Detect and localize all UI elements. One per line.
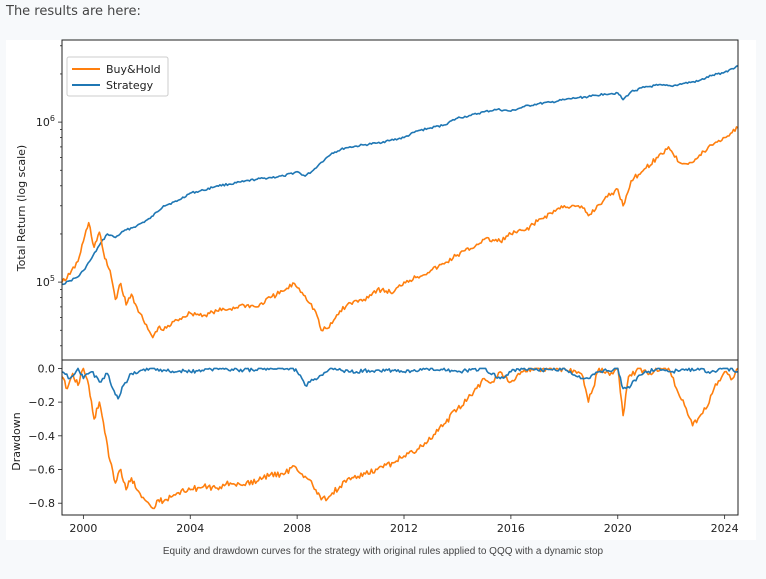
equity-y-ticks: 105 106 <box>36 45 62 347</box>
x-tick-label: 2012 <box>390 522 418 535</box>
legend-label-strategy: Strategy <box>106 79 154 92</box>
drawdown-y-axis-label: Drawdown <box>10 412 23 470</box>
drawdown-y-tick-label: −0.2 <box>28 396 55 409</box>
drawdown-y-tick-label: 0.0 <box>38 362 56 375</box>
equity-lines <box>61 65 739 339</box>
drawdown-lines <box>61 367 739 510</box>
x-tick-label: 2020 <box>604 522 632 535</box>
drawdown-y-tick-label: −0.6 <box>28 464 55 477</box>
equity-series-strategy <box>61 65 739 286</box>
equity-panel: 105 106 Total Return (log scale) Buy&Hold… <box>15 39 739 361</box>
equity-y-tick-label: 106 <box>36 114 55 129</box>
drawdown-y-tick-label: −0.4 <box>28 430 55 443</box>
figure-caption: Equity and drawdown curves for the strat… <box>162 546 604 557</box>
drawdown-y-tick-label: −0.8 <box>28 497 55 510</box>
drawdown-panel: 0.0 −0.2 −0.4 −0.6 −0.8 2000 2004 2008 2012 2016… <box>10 359 739 535</box>
intro-text: The results are here: <box>6 4 141 19</box>
equity-y-tick-label: 105 <box>36 274 55 289</box>
legend-label-buyhold: Buy&Hold <box>106 63 161 76</box>
drawdown-series-strategy <box>61 367 739 400</box>
drawdown-series-buyhold <box>61 367 739 510</box>
x-tick-label: 2016 <box>497 522 525 535</box>
x-tick-label: 2000 <box>69 522 97 535</box>
x-ticks: 2000 2004 2008 2012 2016 2020 2024 <box>69 515 739 535</box>
drawdown-y-ticks: 0.0 −0.2 −0.4 −0.6 −0.8 <box>28 362 62 510</box>
drawdown-axes-frame <box>61 359 739 516</box>
legend-box <box>66 56 169 97</box>
x-tick-label: 2024 <box>711 522 739 535</box>
x-tick-label: 2008 <box>283 522 311 535</box>
legend: Buy&Hold Strategy <box>66 56 169 97</box>
x-tick-label: 2004 <box>176 522 204 535</box>
equity-series-buyhold <box>61 126 739 339</box>
equity-y-axis-label: Total Return (log scale) <box>15 145 28 272</box>
